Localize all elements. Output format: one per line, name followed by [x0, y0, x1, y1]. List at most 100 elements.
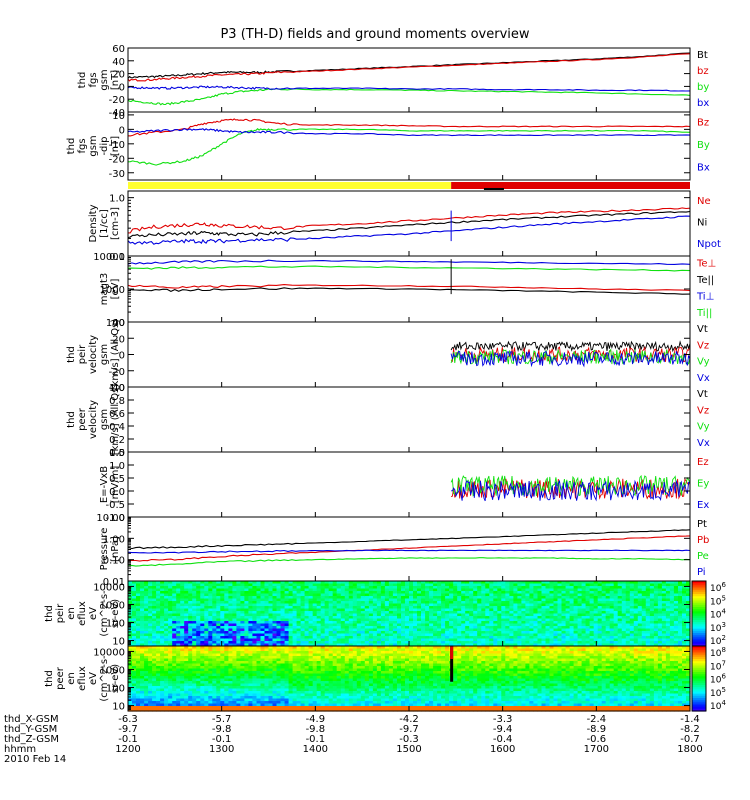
spectrogram-cell [477, 581, 482, 585]
spectrogram-cell [144, 638, 149, 642]
spectrogram-cell [164, 581, 169, 585]
spectrogram-cell [581, 643, 587, 647]
spectrogram-cell [192, 626, 197, 630]
spectrogram-cell [344, 621, 350, 625]
spectrogram-cell [509, 613, 514, 617]
spectrogram-cell [192, 641, 197, 645]
spectrogram-cell [485, 591, 490, 595]
spectrogram-cell [180, 583, 185, 587]
spectrogram-cell [188, 628, 193, 632]
series-fgs_dsl-By [127, 128, 691, 166]
spectrogram-cell [148, 633, 153, 637]
spectrogram-cell [336, 606, 342, 610]
spectrogram-cell [461, 633, 466, 637]
spectrogram-cell [589, 606, 595, 610]
spectrogram-cell [344, 606, 350, 610]
spectrogram-cell [360, 638, 366, 642]
spectrogram-cell [300, 606, 306, 610]
spectrogram-cell [565, 641, 571, 645]
spectrogram-cell [493, 623, 498, 627]
spectrogram-cell [509, 626, 514, 630]
spectrogram-cell [212, 588, 217, 592]
spectrogram-cell [485, 628, 490, 632]
spectrogram-cell [180, 626, 185, 630]
spectrogram-cell [156, 593, 161, 597]
spectrogram-cell [384, 608, 390, 612]
spectrogram-cell [501, 628, 506, 632]
spectrogram-cell [232, 631, 237, 635]
spectrogram-cell [144, 633, 149, 637]
spectrogram-cell [260, 618, 266, 622]
spectrogram-cell [220, 628, 225, 632]
spectrogram-cell [465, 636, 470, 640]
spectrogram-cell [344, 641, 350, 645]
spectrogram-cell [208, 581, 213, 585]
spectrogram-cell [340, 631, 346, 635]
spectrogram-cell [421, 628, 426, 632]
spectrogram-cell [180, 631, 185, 635]
y-tick-label: -10 [109, 140, 125, 151]
spectrogram-cell [192, 628, 197, 632]
spectrogram-cell [368, 643, 374, 647]
spectrogram-cell [336, 603, 342, 607]
spectrogram-cell [160, 588, 165, 592]
spectrogram-cell [320, 588, 326, 592]
spectrogram-cell [332, 636, 338, 640]
spectrogram-cell [240, 598, 245, 602]
spectrogram-cell [465, 586, 470, 590]
spectrogram-cell [316, 626, 322, 630]
spectrogram-cell [413, 621, 418, 625]
spectrogram-cell [401, 596, 406, 600]
spectrogram-cell [489, 623, 494, 627]
spectrogram-cell [392, 621, 398, 625]
spectrogram-cell [276, 631, 282, 635]
spectrogram-cell [344, 596, 350, 600]
spectrogram-cell [384, 626, 390, 630]
spectrogram-cell [573, 583, 579, 587]
spectrogram-cell [236, 601, 241, 605]
spectrogram-cell [388, 626, 394, 630]
spectrogram-cell [208, 613, 213, 617]
spectrogram-cell [589, 583, 595, 587]
spectrogram-cell [501, 603, 506, 607]
spectrogram-cell [384, 601, 390, 605]
spectrogram-cell [212, 583, 217, 587]
spectrogram-cell [433, 606, 438, 610]
spectrogram-cell [264, 591, 270, 595]
spectrogram-cell [517, 603, 522, 607]
spectrogram-cell [380, 641, 386, 645]
spectrogram-cell [280, 616, 286, 620]
spectrogram-cell [164, 628, 169, 632]
spectrogram-cell [212, 636, 217, 640]
legend-entry: Vt [697, 389, 708, 400]
spectrogram-cell [172, 591, 177, 595]
spectrogram-cell [388, 638, 394, 642]
spectrogram-cell [308, 613, 314, 617]
spectrogram-cell [212, 591, 217, 595]
spectrogram-cell [589, 616, 595, 620]
spectrogram-cell [232, 626, 237, 630]
spectrogram-cell [208, 591, 213, 595]
spectrogram-cell [376, 588, 382, 592]
spectrogram-cell [433, 583, 438, 587]
spectrogram-cell [368, 621, 374, 625]
spectrogram-cell [569, 581, 575, 585]
spectrogram-cell [376, 638, 382, 642]
spectrogram-cell [521, 623, 526, 627]
spectrogram-cell [220, 601, 225, 605]
spectrogram-cell [401, 631, 406, 635]
spectrogram-cell [248, 611, 253, 615]
spectrogram-cell [272, 643, 278, 647]
spectrogram-cell [144, 613, 149, 617]
spectrogram-cell [176, 618, 181, 622]
spectrogram-cell [493, 628, 498, 632]
spectrogram-cell [260, 616, 266, 620]
spectrogram-cell [356, 603, 362, 607]
spectrogram-cell [429, 593, 434, 597]
spectrogram-cell [148, 591, 153, 595]
spectrogram-cell [272, 608, 278, 612]
spectrogram-cell [457, 643, 462, 647]
spectrogram-cell [312, 583, 318, 587]
spectrogram-cell [445, 623, 450, 627]
spectrogram-cell [573, 596, 579, 600]
